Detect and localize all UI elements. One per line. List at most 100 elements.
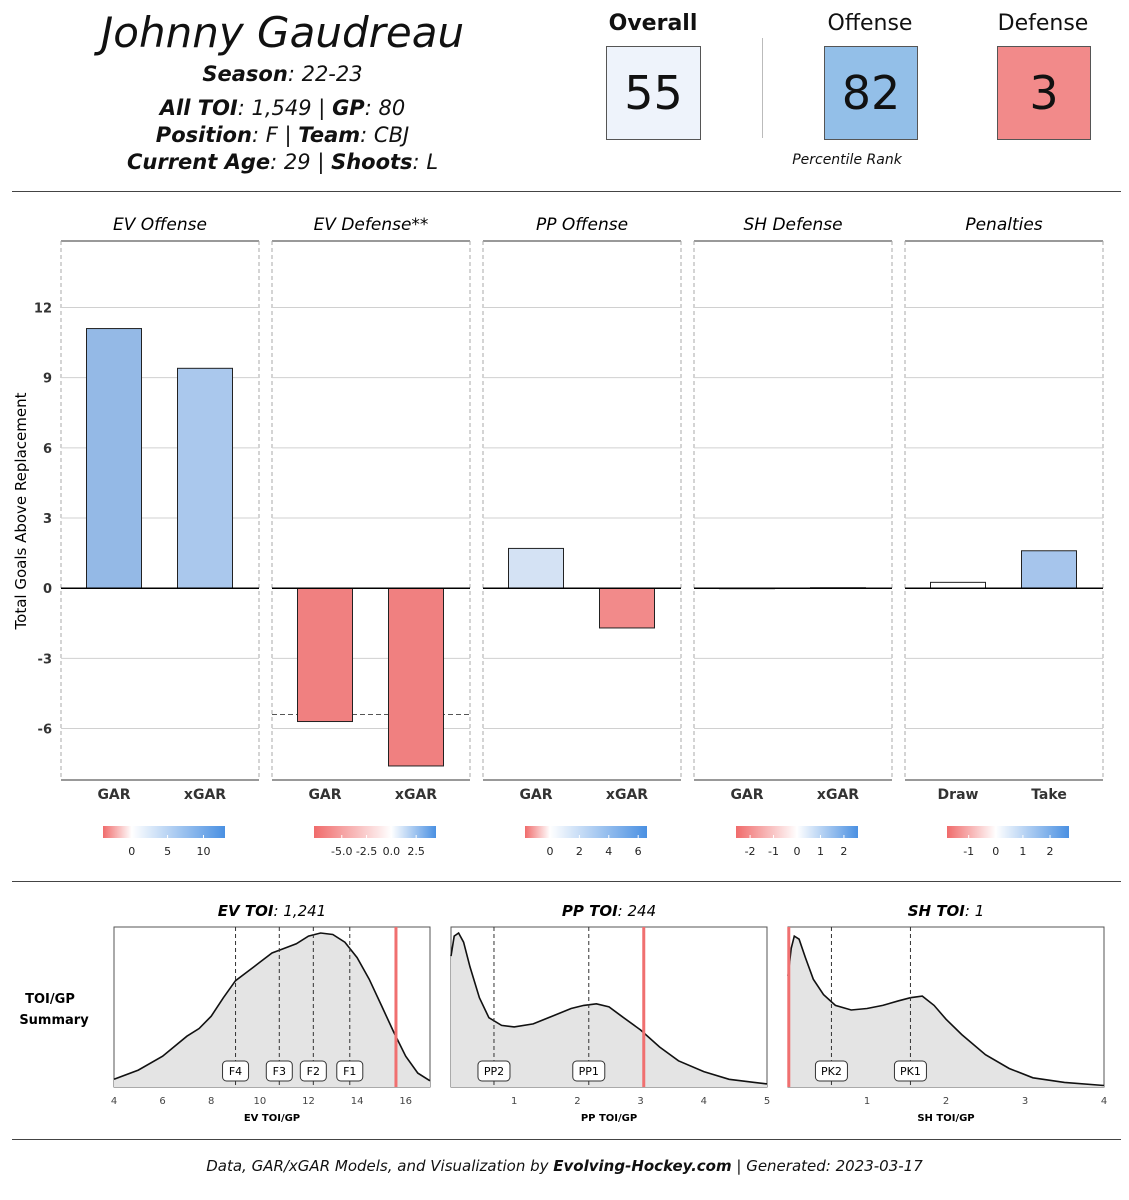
offense-label: Offense [827, 11, 913, 36]
percentile-rank-label: Percentile Rank [792, 152, 902, 168]
x-tick-label: 1 [864, 1096, 870, 1107]
legend-tick-label: 10 [196, 845, 210, 858]
bar [86, 328, 142, 589]
toi-title-value: : 1,241 [273, 902, 326, 920]
x-tick-label: 3 [1022, 1096, 1028, 1107]
y-tick-label: 9 [43, 372, 52, 387]
toi-title-label: PP TOI [562, 902, 618, 920]
bar [508, 547, 564, 589]
x-tick-label: 4 [701, 1096, 707, 1107]
legend-tick-label: 0 [992, 845, 999, 858]
line-marker-label: PP2 [484, 1065, 504, 1078]
x-tick-label: 4 [111, 1096, 117, 1107]
x-tick-label: 16 [399, 1096, 412, 1107]
x-tick-label: xGAR [184, 787, 226, 803]
density-line [113, 932, 431, 1082]
footer-divider [12, 1139, 1121, 1140]
legend-tick-label: -1 [768, 845, 779, 858]
legend-colorbar [103, 826, 225, 838]
x-tick-label: GAR [97, 787, 130, 803]
legend-tick-label: 1 [817, 845, 824, 858]
gar-bar-chart: Total Goals Above Replacement129630-3-6E… [12, 215, 1104, 858]
line-marker-box [572, 1060, 606, 1082]
line-marker-label: F2 [307, 1065, 320, 1078]
legend-tick-label: 2 [1047, 845, 1054, 858]
x-tick-label: 14 [351, 1096, 364, 1107]
x-tick-label: 10 [253, 1096, 266, 1107]
x-tick-label: GAR [519, 787, 552, 803]
y-tick-label: 0 [43, 582, 52, 597]
density-area [451, 933, 767, 1087]
x-tick-label: 5 [764, 1096, 770, 1107]
x-tick-label: 8 [208, 1096, 214, 1107]
line-marker-box [814, 1060, 848, 1082]
panel-title: EV Defense** [314, 215, 429, 235]
density-area [114, 933, 430, 1087]
y-axis-label: Total Goals Above Replacement [12, 392, 30, 630]
y-tick-label: -6 [38, 723, 52, 738]
toi-title-label: EV TOI [218, 902, 274, 920]
y-tick-label: -3 [38, 652, 52, 667]
toi-title-value: : 1 [965, 902, 984, 920]
defense-rating-box: 3 [997, 46, 1091, 140]
line-marker-box [477, 1060, 511, 1082]
legend-tick-label: 2 [576, 845, 583, 858]
density-line [450, 931, 768, 1085]
player-name: Johnny Gaudreau [100, 8, 465, 57]
defense-label: Defense [997, 11, 1089, 36]
x-tick-label: 2 [574, 1096, 580, 1107]
section-divider [12, 881, 1121, 882]
legend-colorbar [525, 826, 647, 838]
legend-colorbar [314, 826, 436, 838]
y-tick-label: 3 [43, 512, 52, 527]
legend-tick-label: -1 [963, 845, 974, 858]
line-marker-label: PK1 [900, 1065, 921, 1078]
offense-rating-box: 82 [824, 46, 918, 140]
toi-title-value: : 244 [618, 902, 656, 920]
x-tick-label: 12 [302, 1096, 315, 1107]
x-axis-label: SH TOI/GP [917, 1113, 974, 1124]
legend-tick-label: 5 [164, 845, 171, 858]
line-marker-label: PP1 [579, 1065, 599, 1078]
x-tick-label: Take [1031, 787, 1067, 803]
legend-tick-label: 0 [794, 845, 801, 858]
legend-tick-label: 6 [635, 845, 642, 858]
density-area [788, 936, 1104, 1087]
bar [599, 587, 655, 629]
line-marker-label: F3 [273, 1065, 286, 1078]
panel-title: SH Defense [743, 215, 842, 235]
legend-tick-label: 0 [546, 845, 553, 858]
x-tick-label: xGAR [817, 787, 859, 803]
x-tick-label: Draw [938, 787, 979, 803]
line-marker-box [299, 1060, 327, 1082]
age-shoots-line: Current Age: 29 | Shoots: L [126, 150, 439, 174]
bar [930, 581, 986, 589]
legend-colorbar [736, 826, 858, 838]
x-tick-label: 1 [511, 1096, 517, 1107]
footer-credit: Data, GAR/xGAR Models, and Visualization… [206, 1157, 923, 1175]
bar [177, 367, 233, 589]
y-tick-label: 12 [34, 301, 52, 316]
line-marker-label: F1 [343, 1065, 356, 1078]
y-tick-label: 6 [43, 442, 52, 457]
footer-site-link: Evolving-Hockey.com [553, 1157, 732, 1175]
x-tick-label: 3 [637, 1096, 643, 1107]
header-divider [12, 191, 1121, 192]
toi-gp-line: All TOI: 1,549 | GP: 80 [159, 96, 406, 120]
legend-tick-label: 4 [605, 845, 612, 858]
legend-tick-label: -2 [745, 845, 756, 858]
panel-title: Penalties [965, 215, 1042, 235]
x-axis-label: EV TOI/GP [244, 1113, 300, 1124]
x-tick-label: GAR [308, 787, 341, 803]
legend-tick-label: 0.0 [383, 845, 401, 858]
bar [1021, 550, 1077, 589]
legend-tick-label: 0 [128, 845, 135, 858]
line-marker-box [222, 1060, 250, 1082]
legend-tick-label: 1 [1019, 845, 1026, 858]
x-tick-label: GAR [730, 787, 763, 803]
bar [388, 587, 444, 767]
legend-colorbar [947, 826, 1069, 838]
row-label-line1: TOI/GP [25, 992, 75, 1007]
legend-tick-label: 2.5 [407, 845, 425, 858]
x-tick-label: xGAR [395, 787, 437, 803]
